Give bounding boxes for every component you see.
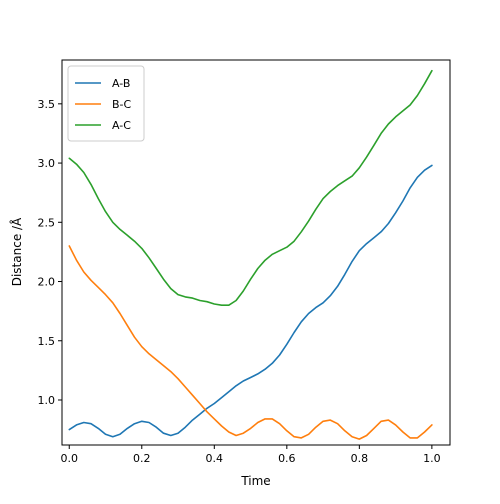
x-tick-label: 0.6 <box>278 452 296 465</box>
y-tick-label: 3.5 <box>38 98 56 111</box>
legend-box <box>67 65 145 142</box>
y-tick-label: 3.0 <box>38 157 56 170</box>
series-layer <box>68 69 433 440</box>
legend-label-a-b: A-B <box>112 77 130 90</box>
y-tick-label: 2.5 <box>38 216 56 229</box>
legend: A-B B-C A-C <box>67 65 145 142</box>
y-tick-label: 1.0 <box>38 394 56 407</box>
x-axis: 0.0 0.2 0.4 0.6 0.8 1.0 <box>61 445 441 465</box>
legend-label-b-c: B-C <box>112 98 132 111</box>
x-tick-label: 0.2 <box>133 452 151 465</box>
x-tick-label: 0.4 <box>206 452 224 465</box>
y-tick-label: 1.5 <box>38 335 56 348</box>
x-axis-label: Time <box>240 474 270 488</box>
y-axis-label: Distance /Å <box>9 217 24 286</box>
series-line-a-b <box>68 164 433 438</box>
y-tick-label: 2.0 <box>38 276 56 289</box>
x-tick-label: 0.0 <box>61 452 79 465</box>
plot-frame <box>61 59 451 446</box>
legend-label-a-c: A-C <box>112 119 131 132</box>
y-axis: 1.0 1.5 2.0 2.5 3.0 3.5 <box>38 98 62 407</box>
series-line-b-c <box>68 245 433 440</box>
x-tick-label: 0.8 <box>351 452 369 465</box>
series-line-a-c <box>68 69 433 307</box>
x-tick-label: 1.0 <box>423 452 441 465</box>
